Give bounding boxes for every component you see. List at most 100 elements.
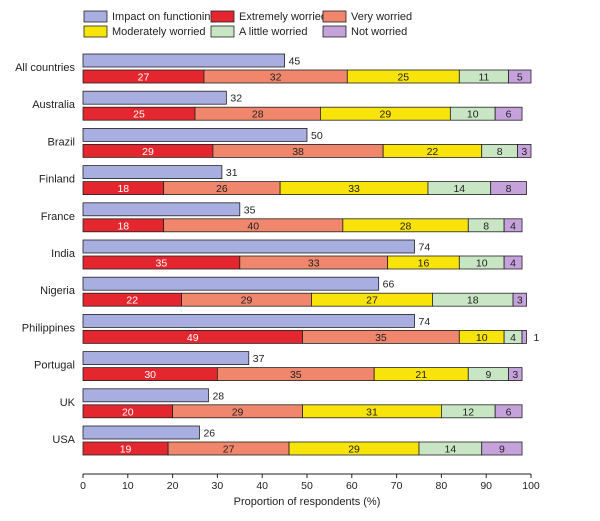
- legend-swatch-extremely: [210, 10, 235, 23]
- segment-value-label: 18: [467, 295, 479, 307]
- segment-value-label: 4: [510, 220, 516, 232]
- impact-value-label: 74: [419, 316, 431, 328]
- impact-bar: [82, 425, 200, 440]
- segment-value-label: 8: [497, 146, 503, 158]
- country-label: UK: [60, 397, 76, 409]
- x-tick-label: 20: [167, 480, 179, 492]
- segment-value-label: 31: [366, 406, 378, 418]
- country-group-all-countries: All countries 45 27 32 25 11 5: [15, 53, 532, 84]
- legend-swatch-moderately: [83, 25, 108, 38]
- segment-value-label: 14: [453, 183, 465, 195]
- segment-value-label: 33: [308, 258, 320, 270]
- impact-bar: [82, 239, 415, 254]
- segment-value-label: 26: [216, 183, 228, 195]
- legend-label-very: Very worried: [351, 11, 412, 23]
- plot-area: All countries 45 27 32 25 11 5 Australia 32 25 28 2…: [15, 53, 540, 456]
- country-group-france: France 35 18 40 28 8 4: [41, 202, 523, 232]
- segment-value-label: 22: [427, 146, 439, 158]
- impact-bar: [82, 388, 209, 403]
- country-group-brazil: Brazil 50 29 38 22 8 3: [47, 127, 532, 158]
- segment-value-label: 8: [483, 220, 489, 232]
- x-axis-title: Proportion of respondents (%): [234, 496, 381, 508]
- country-label: Nigeria: [40, 285, 76, 297]
- segment-value-label: 49: [187, 332, 199, 344]
- segment-value-label: 27: [138, 72, 150, 84]
- segment-value-label: 9: [486, 369, 492, 381]
- segment-not: [508, 69, 532, 84]
- segment-value-label: 28: [252, 109, 264, 121]
- country-group-portugal: Portugal 37 30 35 21 9 3: [34, 351, 523, 381]
- x-tick-label: 100: [522, 480, 540, 492]
- segment-not: [490, 181, 527, 196]
- impact-bar: [82, 202, 241, 217]
- country-group-australia: Australia 32 25 28 29 10 6: [32, 90, 523, 121]
- segment-value-label: 29: [380, 109, 392, 121]
- impact-bar: [82, 313, 415, 328]
- impact-value-label: 35: [244, 204, 256, 216]
- segment-value-label: 3: [512, 369, 518, 381]
- impact-value-label: 37: [253, 353, 265, 365]
- segment-value-label: 3: [521, 146, 527, 158]
- segment-value-label: 4: [510, 332, 516, 344]
- segment-value-label: 30: [144, 369, 156, 381]
- segment-not: [521, 329, 527, 344]
- impact-bar: [82, 90, 227, 105]
- country-label: India: [51, 248, 76, 260]
- segment-value-label: 29: [241, 295, 253, 307]
- legend-label-not: Not worried: [351, 26, 407, 38]
- country-label: All countries: [15, 62, 75, 74]
- country-label: Portugal: [34, 360, 75, 372]
- legend-label-impact: Impact on functioning: [112, 11, 217, 23]
- legend-swatch-not: [322, 25, 347, 38]
- segment-value-label: 10: [476, 332, 488, 344]
- segment-value-label: 8: [506, 183, 512, 195]
- segment-not: [517, 143, 532, 158]
- segment-value-label: 33: [348, 183, 360, 195]
- segment-value-label: 19: [120, 444, 132, 456]
- country-label: Brazil: [47, 136, 75, 148]
- country-label: USA: [52, 434, 75, 446]
- segment-value-label: 9: [499, 444, 505, 456]
- segment-value-label: 10: [476, 258, 488, 270]
- impact-value-label: 50: [311, 130, 323, 142]
- segment-value-label: 29: [348, 444, 360, 456]
- x-tick-label: 70: [391, 480, 403, 492]
- country-label: Finland: [39, 174, 75, 186]
- segment-value-label: 10: [467, 109, 479, 121]
- segment-value-label: 18: [117, 220, 129, 232]
- segment-value-label: 4: [510, 258, 516, 270]
- segment-not: [494, 106, 523, 121]
- x-axis: 0 10 20 30 40 50 60 70 80 90 100: [80, 473, 540, 492]
- country-group-india: India 74 35 33 16 10 4: [51, 239, 523, 270]
- segment-value-label: 27: [223, 444, 235, 456]
- segment-value-label: 38: [292, 146, 304, 158]
- x-tick-label: 0: [80, 480, 86, 492]
- impact-bar: [82, 53, 286, 68]
- x-tick-label: 10: [122, 480, 134, 492]
- segment-value-label: 1: [534, 332, 540, 344]
- segment-not: [512, 292, 527, 307]
- country-label: France: [41, 211, 75, 223]
- segment-value-label: 20: [122, 406, 134, 418]
- segment-value-label: 14: [445, 444, 457, 456]
- segment-value-label: 35: [290, 369, 302, 381]
- country-group-philippines: Philippines 74 49 35 10 4 1: [22, 313, 540, 344]
- segment-value-label: 12: [462, 406, 474, 418]
- x-tick-label: 40: [256, 480, 268, 492]
- segment-value-label: 27: [366, 295, 378, 307]
- country-group-finland: Finland 31 18 26 33 14 8: [39, 165, 527, 196]
- segment-value-label: 18: [117, 183, 129, 195]
- x-tick-label: 60: [346, 480, 358, 492]
- legend-label-moderately: Moderately worried: [112, 26, 206, 38]
- country-label: Philippines: [22, 322, 76, 334]
- country-group-nigeria: Nigeria 66 22 29 27 18 3: [40, 276, 527, 307]
- impact-value-label: 31: [226, 167, 238, 179]
- segment-value-label: 11: [479, 72, 490, 84]
- x-tick-label: 30: [212, 480, 224, 492]
- segment-value-label: 25: [133, 109, 145, 121]
- segment-value-label: 6: [506, 109, 512, 121]
- legend-swatch-little: [210, 25, 235, 38]
- segment-value-label: 29: [142, 146, 154, 158]
- segment-not: [503, 255, 523, 270]
- segment-value-label: 25: [397, 72, 409, 84]
